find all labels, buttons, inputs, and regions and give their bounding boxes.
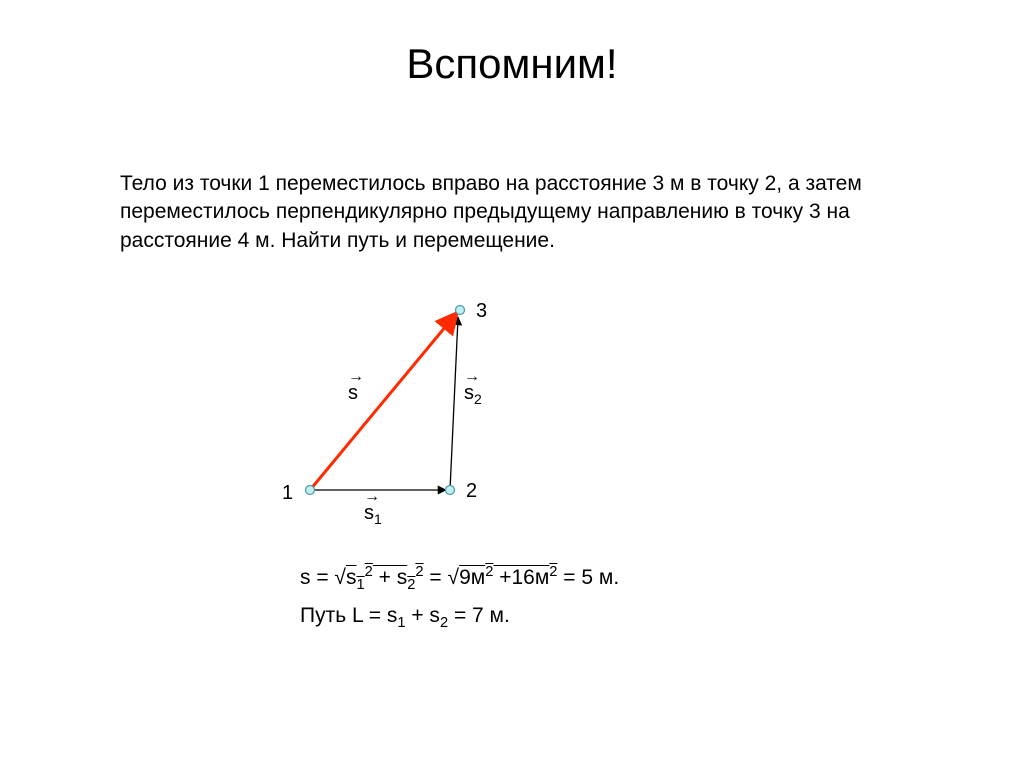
- point-1-label: 1: [282, 482, 293, 505]
- problem-paragraph: Тело из точки 1 переместилось вправо на …: [120, 172, 862, 252]
- point-3-label: 3: [476, 300, 487, 323]
- label-s1: s1: [364, 502, 382, 527]
- vector-s2: [450, 318, 458, 490]
- formulas-block: s = √s12 + s22 = √9м2 +16м2 = 5 м. Путь …: [300, 560, 619, 636]
- vector-s: [310, 314, 456, 490]
- slide: Вспомним! Тело из точки 1 переместилось …: [0, 0, 1024, 767]
- point-2-label: 2: [466, 480, 477, 503]
- diagram-svg: [280, 290, 600, 530]
- slide-title: Вспомним!: [0, 40, 1024, 88]
- label-s2: s2: [464, 382, 482, 407]
- formula-displacement: s = √s12 + s22 = √9м2 +16м2 = 5 м.: [300, 560, 619, 598]
- label-s: s: [348, 382, 358, 405]
- point-2-marker: [446, 486, 455, 495]
- problem-text: Тело из точки 1 переместилось вправо на …: [120, 170, 920, 255]
- formula-path: Путь L = s1 + s2 = 7 м.: [300, 598, 619, 636]
- vector-diagram: 1 2 3 s s1 s2: [280, 290, 600, 530]
- point-1-marker: [306, 486, 315, 495]
- point-3-marker: [456, 306, 465, 315]
